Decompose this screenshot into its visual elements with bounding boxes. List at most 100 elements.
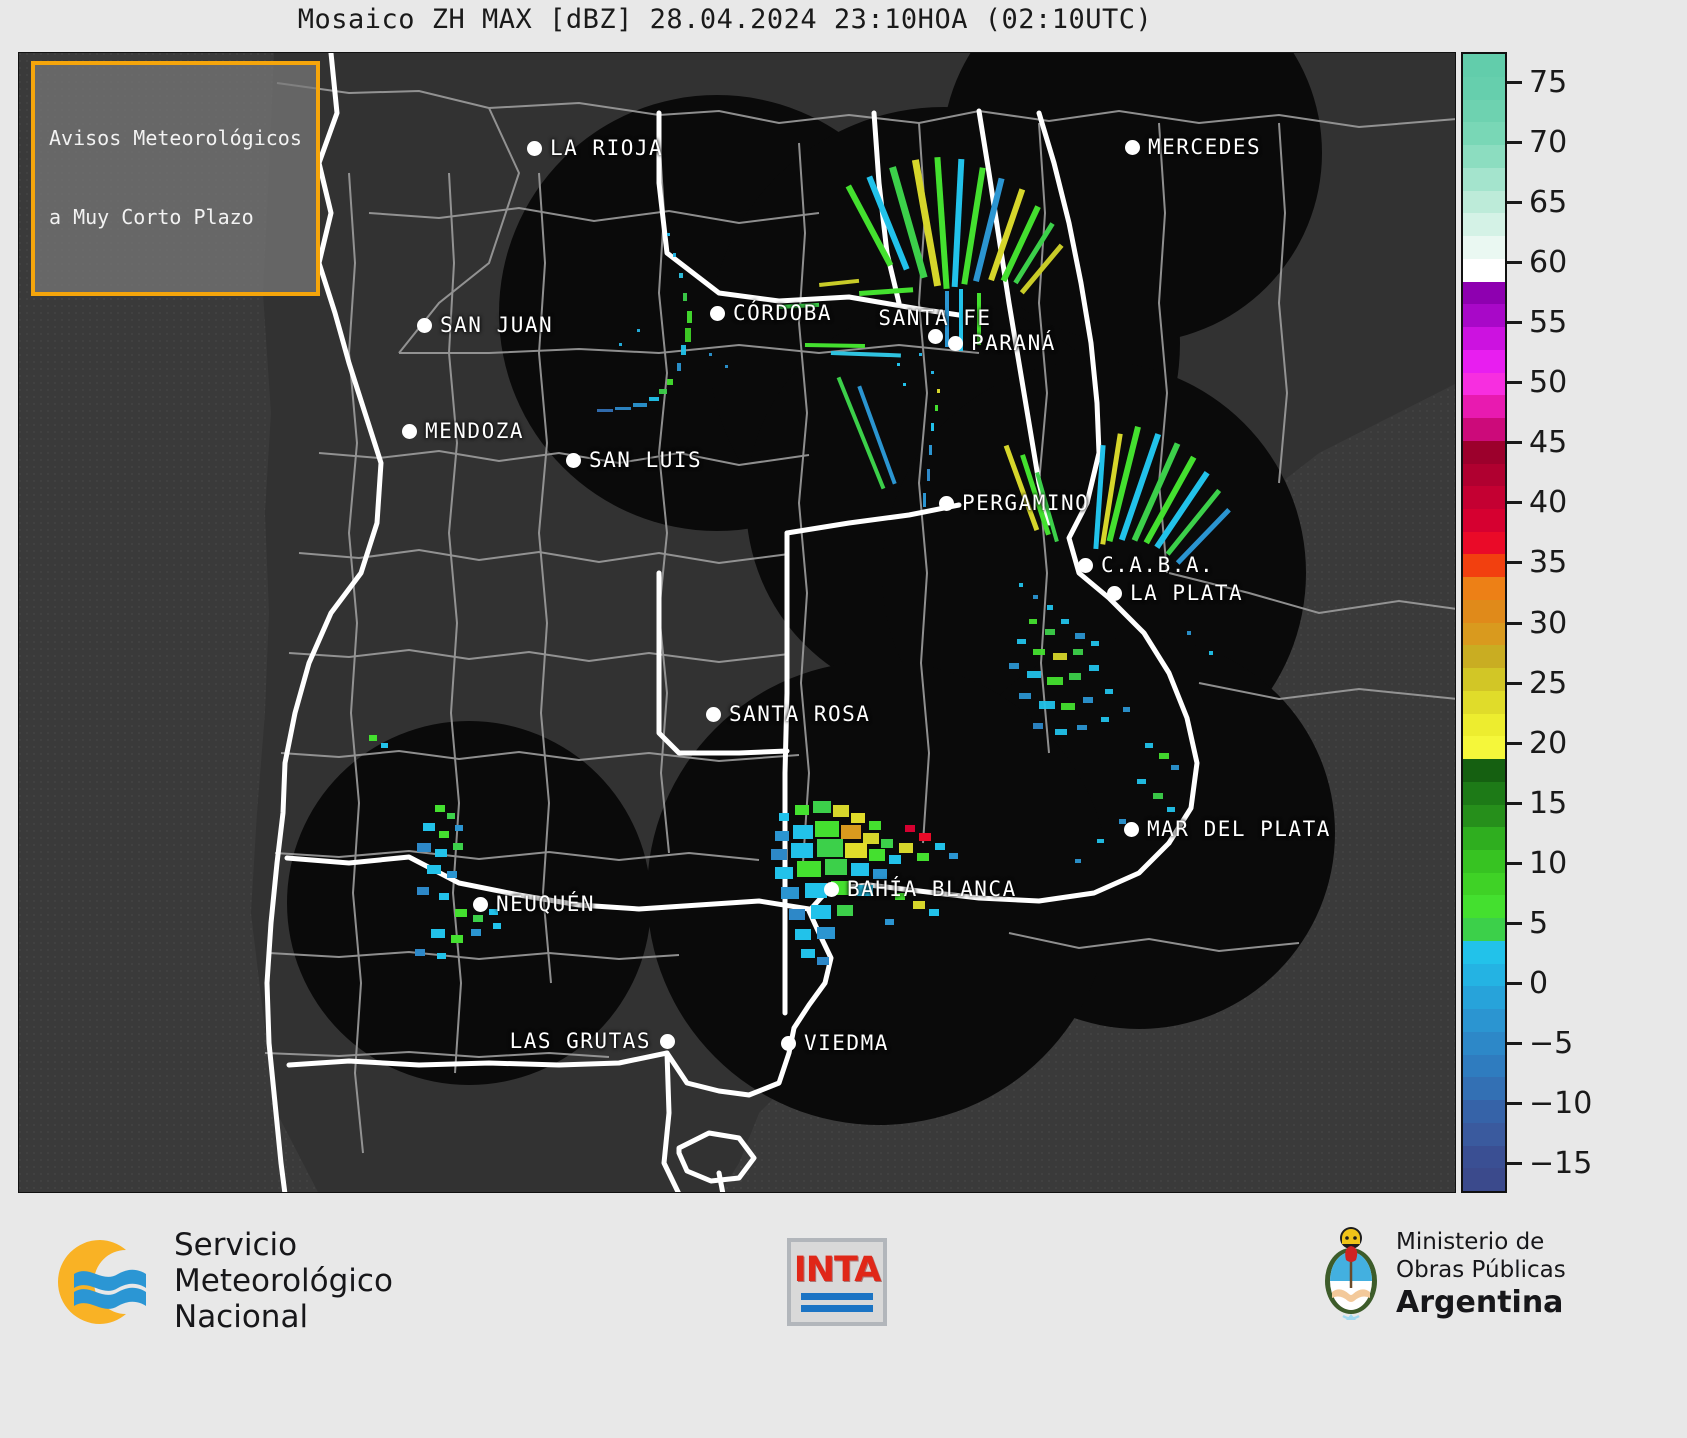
colorbar (1461, 52, 1507, 1193)
colorbar-segment (1463, 372, 1505, 396)
ministry-line-2: Obras Públicas (1396, 1257, 1566, 1283)
colorbar-segment (1463, 463, 1505, 487)
city-dot-icon (1123, 821, 1139, 837)
radar-map-panel[interactable]: Avisos Meteorológicos a Muy Corto Plazo … (18, 52, 1456, 1193)
colorbar-tick-label: −5 (1529, 1025, 1574, 1061)
colorbar-tick-label: 65 (1529, 185, 1568, 221)
colorbar-segment (1463, 213, 1505, 237)
colorbar-segment (1463, 622, 1505, 646)
ministry-line-1: Ministerio de (1396, 1229, 1545, 1256)
colorbar-tick-mark (1507, 1101, 1522, 1105)
city-label: LA RIOJA (550, 136, 664, 160)
santafe-spikes (836, 156, 1064, 507)
city-dot-icon (823, 881, 839, 897)
colorbar-segment (1463, 508, 1505, 532)
colorbar-segment (1463, 99, 1505, 123)
smn-line-1: Servicio (174, 1227, 298, 1263)
footer: Servicio Meteorológico Nacional INTA (0, 1200, 1687, 1438)
colorbar-segment (1463, 895, 1505, 919)
colorbar-ticks: 75 70 65 60 55 50 45 40 35 30 25 20 15 10 5 0 −5 −10 −15 (1507, 52, 1677, 1193)
radar-coverage-circles (287, 53, 1335, 1125)
city-dot-icon (1077, 557, 1093, 573)
colorbar-tick-label: 45 (1529, 425, 1568, 461)
city-label: SAN LUIS (589, 448, 703, 472)
alert-line-1: Avisos Meteorológicos (49, 125, 302, 150)
smn-line-3: Nacional (174, 1298, 309, 1335)
colorbar-segment (1463, 531, 1505, 555)
city-label: CÓRDOBA (733, 301, 833, 325)
colorbar-segment (1463, 1077, 1505, 1101)
smn-logo: Servicio Meteorológico Nacional (40, 1227, 393, 1336)
smn-logo-text: Servicio Meteorológico Nacional (174, 1227, 393, 1336)
colorbar-segment (1463, 872, 1505, 896)
colorbar-tick-label: 0 (1529, 965, 1549, 1001)
colorbar-segment (1463, 804, 1505, 828)
colorbar-segment (1463, 1145, 1505, 1169)
city-label: LA PLATA (1130, 581, 1244, 605)
colorbar-segment (1463, 736, 1505, 760)
city-label: NEUQUÉN (496, 892, 596, 916)
city-dot-icon (705, 706, 721, 722)
city-label: MAR DEL PLATA (1147, 817, 1331, 841)
colorbar-segment (1463, 122, 1505, 146)
province-boundaries (264, 82, 1455, 1154)
colorbar-tick-mark (1507, 1161, 1522, 1165)
city-label: SANTA FE (878, 306, 992, 330)
city-label: SAN JUAN (440, 313, 554, 337)
alert-line-2: a Muy Corto Plazo (49, 204, 254, 229)
city-dot-icon (947, 335, 963, 351)
colorbar-tick-mark (1507, 381, 1522, 385)
colorbar-tick-mark (1507, 861, 1522, 865)
colorbar-tick-label: −10 (1529, 1085, 1593, 1121)
city-label: SANTA ROSA (729, 702, 871, 726)
city-dot-icon (526, 140, 542, 156)
colorbar-segment (1463, 54, 1505, 78)
neuquen-cluster (369, 735, 501, 959)
colorbar-tick-label: 20 (1529, 725, 1568, 761)
colorbar-segment (1463, 986, 1505, 1010)
city-label: PARANÁ (971, 331, 1056, 355)
colorbar-tick-label: 35 (1529, 545, 1568, 581)
inta-logo: INTA (787, 1238, 887, 1326)
colorbar-segment (1463, 645, 1505, 669)
colorbar-segment (1463, 759, 1505, 782)
city-dot-icon (780, 1035, 796, 1051)
page-title: Mosaico ZH MAX [dBZ] 28.04.2024 23:10HOA… (297, 4, 1153, 35)
colorbar-segment (1463, 1100, 1505, 1123)
city-dot-icon (565, 452, 581, 468)
colorbar-segment (1463, 554, 1505, 578)
colorbar-segment (1463, 1168, 1505, 1191)
colorbar-tick-label: 40 (1529, 485, 1568, 521)
smn-line-2: Meteorológico (174, 1262, 393, 1299)
city-dot-icon (472, 896, 488, 912)
colorbar-segment (1463, 190, 1505, 214)
colorbar-segment (1463, 849, 1505, 873)
city-dot-icon (416, 317, 432, 333)
city-dot-icon (659, 1033, 675, 1049)
colorbar-segment (1463, 918, 1505, 941)
colorbar-segment (1463, 281, 1505, 305)
colorbar-segment (1463, 486, 1505, 509)
map-graphics (19, 53, 1455, 1192)
colorbar-tick-label: 25 (1529, 665, 1568, 701)
city-dot-icon (401, 423, 417, 439)
colorbar-tick-label: 60 (1529, 245, 1568, 281)
alert-box[interactable]: Avisos Meteorológicos a Muy Corto Plazo (31, 61, 320, 297)
colorbar-tick-label: 10 (1529, 845, 1568, 881)
colorbar-segment (1463, 349, 1505, 373)
city-label: VIEDMA (804, 1031, 889, 1055)
colorbar-segment (1463, 690, 1505, 714)
colorbar-tick-mark (1507, 501, 1522, 505)
city-dot-icon (1106, 585, 1122, 601)
radar-echoes (369, 156, 1231, 965)
inta-wordmark: INTA (793, 1249, 882, 1290)
colorbar-tick-mark (1507, 141, 1522, 145)
city-label: MENDOZA (425, 419, 525, 443)
colorbar-segment (1463, 1122, 1505, 1146)
colorbar-segment (1463, 145, 1505, 168)
colorbar-segment (1463, 577, 1505, 600)
colorbar-segment (1463, 713, 1505, 737)
colorbar-segment (1463, 304, 1505, 328)
colorbar-tick-mark (1507, 1041, 1522, 1045)
